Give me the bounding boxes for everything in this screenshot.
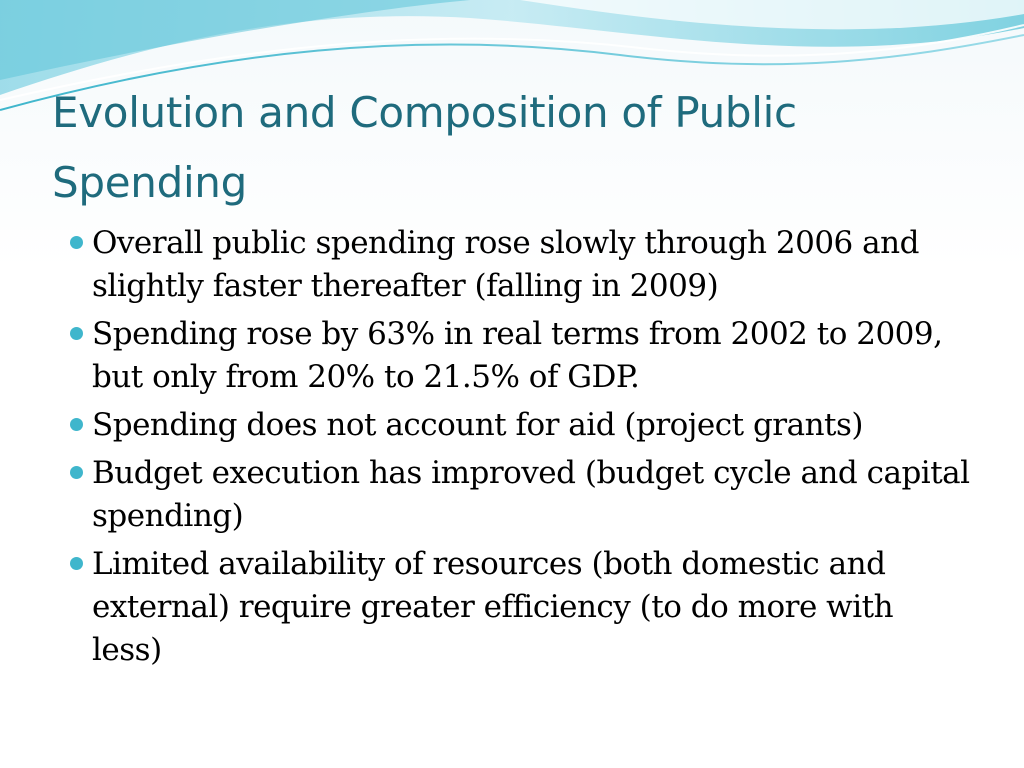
bullet-text: Spending rose by 63% in real terms from … <box>92 316 943 395</box>
bullet-item: Limited availability of resources (both … <box>70 543 972 672</box>
bullet-item: Spending rose by 63% in real terms from … <box>70 313 972 399</box>
bullet-icon <box>70 557 83 570</box>
bullet-icon <box>70 327 83 340</box>
bullet-icon <box>70 236 83 249</box>
bullet-text: Limited availability of resources (both … <box>92 546 894 668</box>
bullet-text: Spending does not account for aid (proje… <box>92 407 864 443</box>
bullet-item: Budget execution has improved (budget cy… <box>70 452 972 538</box>
wave-decoration <box>0 0 1024 111</box>
bullet-item: Overall public spending rose slowly thro… <box>70 222 972 308</box>
bullet-text: Overall public spending rose slowly thro… <box>92 225 919 304</box>
bullet-list: Overall public spending rose slowly thro… <box>70 222 972 677</box>
bullet-text: Budget execution has improved (budget cy… <box>92 455 970 534</box>
bullet-icon <box>70 466 83 479</box>
bullet-icon <box>70 418 83 431</box>
bullet-item: Spending does not account for aid (proje… <box>70 404 972 447</box>
slide-title: Evolution and Composition of Public Spen… <box>52 88 797 207</box>
